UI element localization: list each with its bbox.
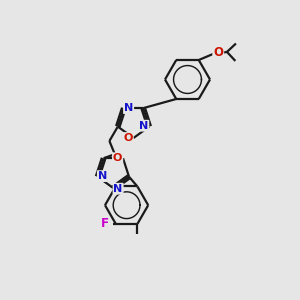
Text: O: O [213,46,223,59]
Text: O: O [123,133,133,143]
Text: N: N [98,171,107,181]
Text: F: F [101,218,109,230]
Text: O: O [113,153,122,163]
Text: N: N [124,103,133,113]
Text: N: N [113,184,123,194]
Text: N: N [139,121,148,131]
